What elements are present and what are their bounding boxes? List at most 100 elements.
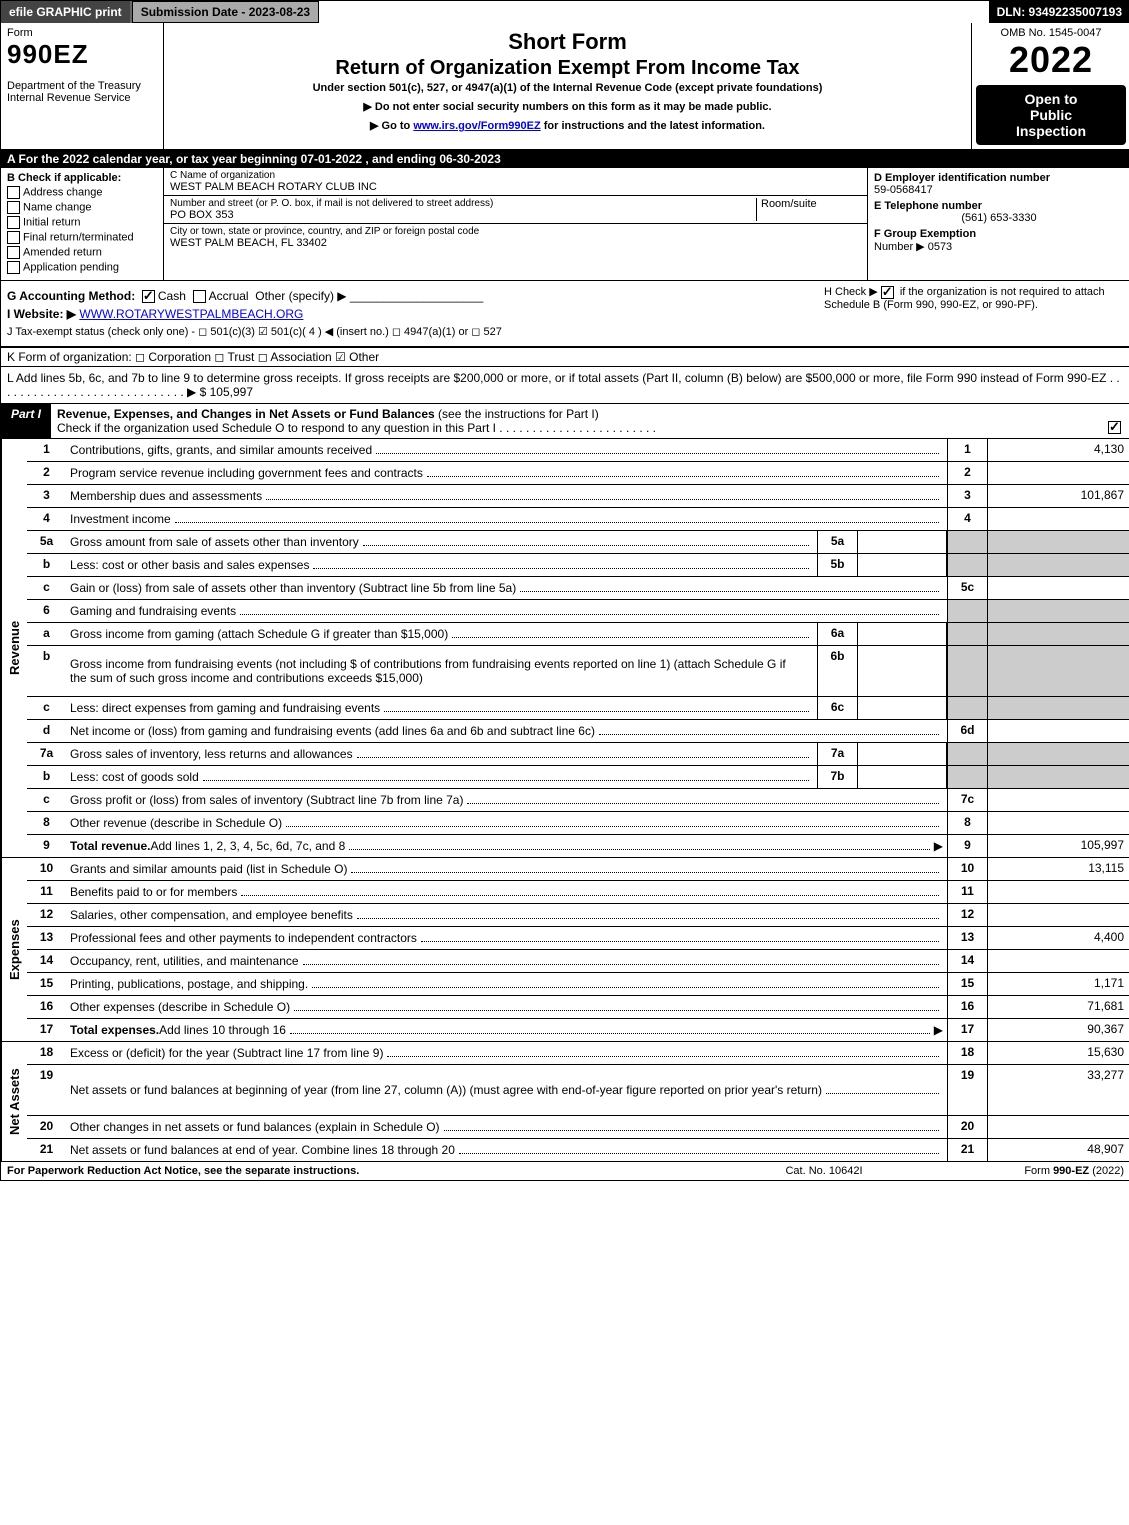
form-word: Form [7, 27, 157, 39]
line-number: 7a [27, 743, 66, 765]
c-city-value: WEST PALM BEACH, FL 33402 [170, 237, 479, 249]
line-value [987, 1116, 1129, 1138]
ledger-row-d: dNet income or (loss) from gaming and fu… [27, 720, 1129, 743]
g-accounting: G Accounting Method: Cash Accrual Other … [7, 289, 818, 303]
line-value: 1,171 [987, 973, 1129, 995]
line-desc: Other revenue (describe in Schedule O) [66, 812, 947, 834]
line-code: 19 [947, 1065, 987, 1115]
ledger-row-11: 11Benefits paid to or for members11 [27, 881, 1129, 904]
line-desc: Gain or (loss) from sale of assets other… [66, 577, 947, 599]
line-value [987, 950, 1129, 972]
form-number: 990EZ [7, 39, 157, 70]
ledger-row-b: bLess: cost or other basis and sales exp… [27, 554, 1129, 577]
cb-accrual[interactable] [193, 290, 206, 303]
mid-line-value [858, 646, 947, 696]
cb-cash[interactable] [142, 290, 155, 303]
cb-application-pending[interactable]: Application pending [7, 261, 157, 274]
line-code: 5c [947, 577, 987, 599]
line-value: 13,115 [987, 858, 1129, 880]
line-desc: Other expenses (describe in Schedule O) [66, 996, 947, 1018]
line-code: 4 [947, 508, 987, 530]
part1-header: Part I Revenue, Expenses, and Changes in… [1, 404, 1129, 439]
header-right: OMB No. 1545-0047 2022 Open to Public In… [971, 23, 1129, 149]
line-code [947, 531, 987, 553]
mid-line-value [858, 697, 947, 719]
line-code: 17 [947, 1019, 987, 1041]
line-number: b [27, 766, 66, 788]
ledger-row-10: 10Grants and similar amounts paid (list … [27, 858, 1129, 881]
line-number: 17 [27, 1019, 66, 1041]
cb-final-return[interactable]: Final return/terminated [7, 231, 157, 244]
f-group: F Group Exemption Number ▶ 0573 [874, 228, 1124, 253]
line-number: 13 [27, 927, 66, 949]
cb-schedule-b[interactable] [881, 286, 894, 299]
line-code [947, 646, 987, 696]
cb-address-change[interactable]: Address change [7, 186, 157, 199]
cb-amended-return[interactable]: Amended return [7, 246, 157, 259]
line-code: 10 [947, 858, 987, 880]
line-number: 21 [27, 1139, 66, 1161]
line-desc: Contributions, gifts, grants, and simila… [66, 439, 947, 461]
efile-print-button[interactable]: efile GRAPHIC print [1, 1, 132, 23]
cb-initial-return[interactable]: Initial return [7, 216, 157, 229]
line-number: 8 [27, 812, 66, 834]
ledger-row-6: 6Gaming and fundraising events [27, 600, 1129, 623]
line-code [947, 743, 987, 765]
l-value: 105,997 [210, 385, 253, 399]
dln-label: DLN: 93492235007193 [989, 1, 1129, 23]
dept-treasury: Department of the Treasury [7, 80, 157, 92]
cb-schedule-o[interactable] [1108, 421, 1121, 434]
section-bcdef: B Check if applicable: Address change Na… [1, 168, 1129, 281]
line-code: 15 [947, 973, 987, 995]
c-street-value: PO BOX 353 [170, 209, 756, 221]
header-left: Form 990EZ Department of the Treasury In… [1, 23, 164, 149]
side-expenses: Expenses [1, 858, 27, 1041]
c-name-cell: C Name of organization WEST PALM BEACH R… [164, 168, 867, 196]
form-container: efile GRAPHIC print Submission Date - 20… [0, 0, 1129, 1181]
line-number: 19 [27, 1065, 66, 1115]
c-street-label: Number and street (or P. O. box, if mail… [170, 198, 756, 209]
line-value [987, 554, 1129, 576]
line-number: 1 [27, 439, 66, 461]
line-number: 18 [27, 1042, 66, 1064]
line-desc: Membership dues and assessments [66, 485, 947, 507]
line-number: b [27, 554, 66, 576]
line-code: 1 [947, 439, 987, 461]
col-b-checkboxes: B Check if applicable: Address change Na… [1, 168, 164, 280]
line-code: 9 [947, 835, 987, 857]
net-ledger: Net Assets 18Excess or (deficit) for the… [1, 1042, 1129, 1161]
line-code: 11 [947, 881, 987, 903]
ghij-left: G Accounting Method: Cash Accrual Other … [7, 285, 818, 342]
ledger-row-13: 13Professional fees and other payments t… [27, 927, 1129, 950]
line-number: 4 [27, 508, 66, 530]
line-number: 14 [27, 950, 66, 972]
row-a-tax-year: A For the 2022 calendar year, or tax yea… [1, 150, 1129, 168]
line-desc: Professional fees and other payments to … [66, 927, 947, 949]
line-number: 20 [27, 1116, 66, 1138]
line-value [987, 697, 1129, 719]
website-link[interactable]: WWW.ROTARYWESTPALMBEACH.ORG [79, 307, 303, 321]
form-header: Form 990EZ Department of the Treasury In… [1, 23, 1129, 150]
line-code: 12 [947, 904, 987, 926]
j-tax-exempt: J Tax-exempt status (check only one) - ◻… [7, 325, 818, 338]
c-city-cell: City or town, state or province, country… [164, 224, 867, 251]
title-short-form: Short Form [168, 29, 967, 55]
line-desc: Total expenses. Add lines 10 through 16▶ [66, 1019, 947, 1041]
i-website: I Website: ▶ WWW.ROTARYWESTPALMBEACH.ORG [7, 307, 818, 321]
line-desc: Grants and similar amounts paid (list in… [66, 858, 947, 880]
line-code [947, 623, 987, 645]
line-value: 101,867 [987, 485, 1129, 507]
ledger-row-14: 14Occupancy, rent, utilities, and mainte… [27, 950, 1129, 973]
line-value: 4,130 [987, 439, 1129, 461]
public-inspection-box: Open to Public Inspection [976, 85, 1126, 145]
irs-link[interactable]: www.irs.gov/Form990EZ [413, 120, 540, 132]
line-value [987, 508, 1129, 530]
mid-line-number: 6b [817, 646, 858, 696]
line-number: 3 [27, 485, 66, 507]
ledger-row-5a: 5aGross amount from sale of assets other… [27, 531, 1129, 554]
arrow-icon: ▶ [934, 1023, 943, 1037]
line-code: 6d [947, 720, 987, 742]
line-desc: Less: cost of goods sold [66, 766, 817, 788]
mid-line-number: 6a [817, 623, 858, 645]
cb-name-change[interactable]: Name change [7, 201, 157, 214]
